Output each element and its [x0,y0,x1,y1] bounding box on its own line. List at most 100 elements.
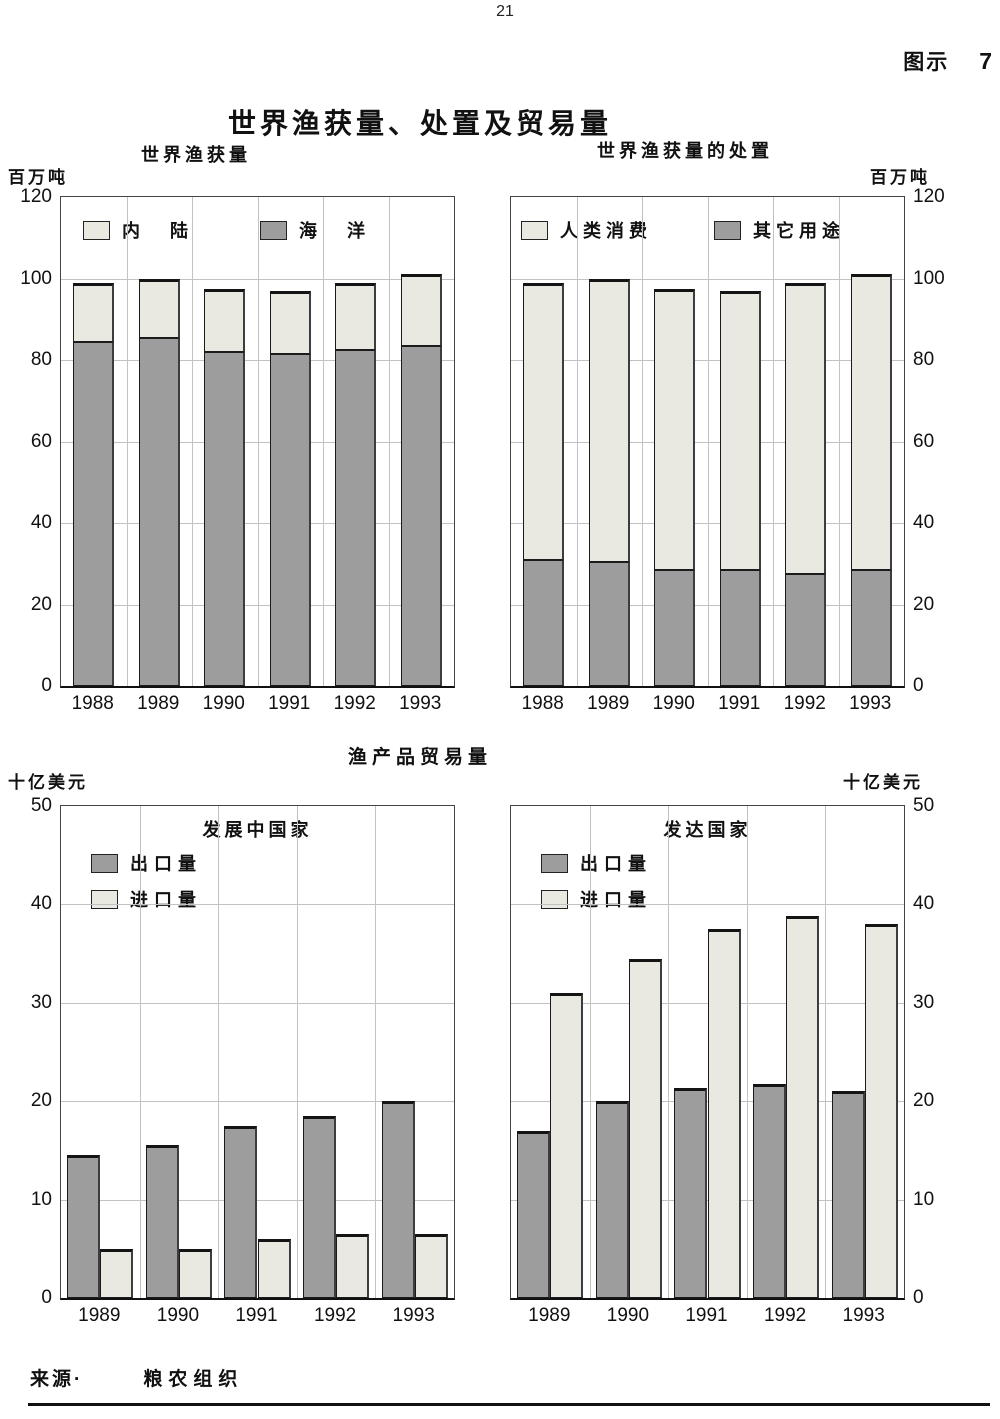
gridline-vertical [773,197,774,686]
y-tick-label: 20 [30,1090,52,1112]
y-axis-developed: 0 10 20 30 40 50 [913,795,963,1308]
x-tick-label: 1989 [78,1305,121,1326]
page-title: 世界渔获量、处置及贸易量 [227,108,612,139]
legend-world-catch: 内陆 海洋 [83,217,395,243]
y-axis-unit-bottom-left: 十亿美元 [8,773,88,792]
legend-item-imports-developing: 进口量 [91,886,202,912]
gridline-vertical [825,806,827,1298]
y-tick-label: 30 [913,991,935,1013]
bar-catch-1990-海洋 [204,351,246,686]
gridline-vertical [707,197,709,686]
y-axis-developing: 0 10 20 30 40 50 [2,795,52,1308]
x-tick-label: 1993 [842,1305,885,1326]
bar-developed-1992-出口量 [753,1083,787,1298]
bar-disposition-1988-人类消费 [523,282,565,560]
bar-catch-1988-海洋 [73,341,115,686]
y-tick-label: 40 [30,893,52,915]
x-tick-label: 1992 [313,1305,357,1326]
y-tick-label: 80 [913,349,935,370]
legend-label-marine: 海洋 [299,221,395,241]
bar-developing-1990-出口量 [145,1145,179,1298]
bar-disposition-1990-其它用途 [654,569,696,686]
x-axis-developing: 1989 1990 1991 1992 1993 [60,1305,455,1329]
legend-label-human-consumption: 人类消费 [560,221,652,241]
gridline-vertical [192,197,193,686]
y-tick-label: 80 [30,349,52,370]
marine-swatch-icon [260,220,287,240]
bar-disposition-1992-人类消费 [785,282,827,574]
chart-world-catch: 内陆 海洋 [60,196,455,688]
y-tick-label: 0 [41,675,52,696]
x-tick-label: 1992 [763,1305,807,1326]
legend-item-inland: 内陆 [83,217,218,243]
gridline-vertical [296,806,298,1298]
y-tick-label: 60 [30,430,52,452]
x-tick-label: 1988 [71,693,114,714]
x-tick-label: 1989 [587,693,630,714]
bar-developed-1993-进口量 [864,924,898,1298]
exports-swatch-icon [541,853,568,873]
bar-developed-1990-进口量 [628,958,662,1298]
legend-label-exports: 出口量 [130,854,202,874]
panel-title-developed: 发达国家 [663,820,752,840]
y-tick-label: 100 [913,267,945,289]
bar-catch-1992-内陆 [335,282,377,350]
x-tick-label: 1990 [156,1305,200,1326]
gridline-vertical [126,197,128,686]
x-tick-label: 1990 [652,693,695,714]
bar-developing-1990-进口量 [178,1248,212,1298]
bar-disposition-1991-人类消费 [719,290,761,570]
x-tick-label: 1992 [783,693,826,714]
bar-catch-1989-海洋 [138,337,180,686]
bar-catch-1993-海洋 [400,345,442,686]
bar-developing-1991-进口量 [257,1238,291,1298]
bar-developing-1989-出口量 [67,1155,101,1298]
y-axis-disposition: 0 20 40 60 80 100 120 [913,186,963,696]
x-tick-label: 1991 [718,693,761,714]
legend-disposition: 人类消费 其它用途 [521,217,845,243]
gridline-horizontal [61,1199,454,1201]
x-tick-label: 1992 [333,693,376,714]
gridline-vertical [576,197,578,686]
gridline-vertical [218,806,220,1298]
bar-developed-1992-进口量 [786,916,820,1298]
bar-catch-1993-内陆 [400,274,442,346]
legend-item-imports-developed: 进口量 [541,886,652,912]
bar-developed-1990-出口量 [595,1101,629,1298]
x-axis-disposition: 1988 1989 1990 1991 1992 1993 [510,693,905,717]
bar-disposition-1989-其它用途 [588,561,630,686]
y-tick-label: 0 [913,675,924,696]
y-tick-label: 50 [913,795,935,816]
source-note: 来源· 粮农组织 [30,1364,243,1391]
y-axis-unit-top-left: 百万吨 [8,168,68,187]
bar-developed-1991-出口量 [674,1088,708,1298]
x-tick-label: 1989 [528,1305,571,1326]
y-tick-label: 120 [913,186,945,207]
bar-disposition-1993-人类消费 [850,274,892,570]
gridline-horizontal [61,904,454,906]
gridline-vertical [668,806,670,1298]
x-tick-label: 1989 [137,693,180,714]
bar-developing-1992-出口量 [303,1115,337,1298]
page-number: 21 [496,3,514,20]
y-axis-unit-top-right: 百万吨 [870,168,930,187]
bar-catch-1988-内陆 [73,282,115,342]
y-axis-catch: 0 20 40 60 80 100 120 [2,186,52,696]
exports-swatch-icon [91,853,118,873]
y-tick-label: 50 [30,795,52,816]
bar-catch-1992-海洋 [335,349,377,686]
y-tick-label: 120 [20,186,52,207]
x-tick-label: 1993 [392,1305,435,1326]
bar-developed-1991-进口量 [707,929,741,1298]
gridline-vertical [375,806,377,1298]
legend-item-exports-developed: 出口量 [541,850,652,876]
gridline-vertical [838,197,840,686]
figure-label: 图示 [903,51,950,74]
y-tick-label: 10 [30,1188,52,1210]
inland-swatch-icon [83,220,110,240]
x-tick-label: 1990 [606,1305,650,1326]
x-tick-label: 1990 [202,693,245,714]
gridline-vertical [323,197,324,686]
bar-developed-1993-出口量 [831,1091,865,1298]
